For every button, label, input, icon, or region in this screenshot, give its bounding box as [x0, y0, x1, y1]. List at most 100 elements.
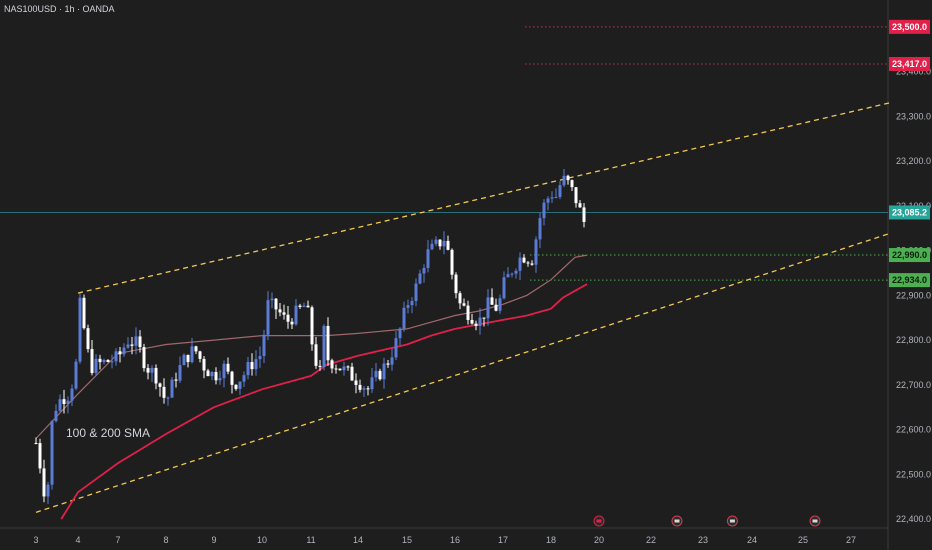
- candle-body-13[interactable]: [86, 328, 90, 350]
- candle-body-9[interactable]: [70, 388, 74, 401]
- sma200-line[interactable]: [60, 283, 588, 520]
- candle-body-119[interactable]: [510, 273, 514, 275]
- candle-body-100[interactable]: [434, 239, 438, 244]
- candle-body-123[interactable]: [526, 262, 530, 264]
- candle-body-42[interactable]: [202, 358, 206, 371]
- candle-body-102[interactable]: [442, 240, 446, 247]
- candle-body-12[interactable]: [82, 297, 86, 329]
- candle-body-53[interactable]: [246, 362, 250, 376]
- candle-body-5[interactable]: [54, 410, 58, 422]
- candle-body-78[interactable]: [346, 366, 350, 368]
- candle-body-114[interactable]: [490, 297, 494, 305]
- candle-body-71[interactable]: [318, 365, 322, 368]
- candle-body-45[interactable]: [214, 372, 218, 381]
- candle-body-76[interactable]: [338, 368, 342, 371]
- candle-body-39[interactable]: [190, 346, 194, 363]
- candle-body-115[interactable]: [494, 304, 498, 311]
- candle-body-20[interactable]: [114, 351, 118, 362]
- candle-body-0[interactable]: [34, 442, 38, 444]
- candle-body-137[interactable]: [582, 207, 586, 222]
- candle-body-93[interactable]: [406, 305, 410, 308]
- candle-body-128[interactable]: [546, 198, 550, 203]
- candle-body-49[interactable]: [230, 371, 234, 385]
- candle-body-36[interactable]: [178, 365, 182, 381]
- candle-body-94[interactable]: [410, 301, 414, 306]
- candle-body-57[interactable]: [262, 334, 266, 357]
- candle-body-65[interactable]: [294, 305, 298, 325]
- candle-body-92[interactable]: [402, 307, 406, 329]
- candle-body-80[interactable]: [354, 380, 358, 385]
- candle-body-27[interactable]: [142, 347, 146, 369]
- candle-body-43[interactable]: [206, 370, 210, 377]
- candle-body-74[interactable]: [330, 360, 334, 369]
- candle-body-77[interactable]: [342, 366, 346, 371]
- candle-body-48[interactable]: [226, 363, 230, 372]
- candle-body-111[interactable]: [478, 317, 482, 327]
- candle-body-60[interactable]: [274, 298, 278, 310]
- candle-body-18[interactable]: [106, 359, 110, 362]
- candle-body-50[interactable]: [234, 384, 238, 389]
- candle-body-107[interactable]: [462, 303, 466, 306]
- candle-body-51[interactable]: [238, 381, 242, 389]
- channel-upper-line[interactable]: [77, 101, 892, 294]
- candle-body-10[interactable]: [74, 361, 78, 389]
- candle-body-113[interactable]: [486, 297, 490, 319]
- candle-body-103[interactable]: [446, 240, 450, 250]
- candle-body-110[interactable]: [474, 323, 478, 327]
- candle-body-108[interactable]: [466, 305, 470, 320]
- candle-body-64[interactable]: [290, 321, 294, 325]
- candle-body-41[interactable]: [198, 351, 202, 359]
- candle-body-75[interactable]: [334, 368, 338, 370]
- candle-body-54[interactable]: [250, 362, 254, 370]
- candle-body-84[interactable]: [370, 377, 374, 390]
- candle-body-131[interactable]: [558, 185, 562, 197]
- candle-body-24[interactable]: [130, 344, 134, 346]
- candle-body-125[interactable]: [534, 239, 538, 265]
- candle-body-127[interactable]: [542, 202, 546, 219]
- candle-body-98[interactable]: [426, 249, 430, 269]
- candle-body-120[interactable]: [514, 270, 518, 274]
- candle-body-90[interactable]: [394, 338, 398, 358]
- candle-body-87[interactable]: [382, 363, 386, 380]
- candle-body-69[interactable]: [310, 307, 314, 345]
- candle-body-72[interactable]: [322, 325, 326, 368]
- candle-body-116[interactable]: [498, 298, 502, 311]
- candle-body-26[interactable]: [138, 336, 142, 348]
- candle-body-33[interactable]: [166, 397, 170, 399]
- candle-body-32[interactable]: [162, 386, 166, 398]
- candle-body-1[interactable]: [38, 443, 42, 469]
- candle-body-130[interactable]: [554, 196, 558, 198]
- candle-body-101[interactable]: [438, 239, 442, 247]
- candle-body-97[interactable]: [422, 268, 426, 274]
- candle-body-122[interactable]: [522, 257, 526, 263]
- candle-body-59[interactable]: [270, 298, 274, 301]
- candle-body-34[interactable]: [170, 379, 174, 398]
- candle-body-91[interactable]: [398, 328, 402, 339]
- candle-body-105[interactable]: [454, 274, 458, 294]
- candle-body-15[interactable]: [94, 358, 98, 374]
- candle-body-30[interactable]: [154, 367, 158, 384]
- candle-body-46[interactable]: [218, 378, 222, 381]
- candle-body-21[interactable]: [118, 351, 122, 355]
- candle-body-118[interactable]: [506, 274, 510, 278]
- candle-body-3[interactable]: [46, 484, 50, 497]
- candle-body-16[interactable]: [98, 358, 102, 363]
- candle-body-6[interactable]: [58, 399, 62, 411]
- candle-body-96[interactable]: [418, 273, 422, 284]
- candle-body-135[interactable]: [574, 187, 578, 204]
- candle-body-19[interactable]: [110, 361, 114, 363]
- candle-body-132[interactable]: [562, 175, 566, 186]
- candle-body-8[interactable]: [66, 400, 70, 404]
- candle-body-109[interactable]: [470, 319, 474, 324]
- candle-body-89[interactable]: [390, 357, 394, 365]
- candle-body-44[interactable]: [210, 372, 214, 377]
- channel-lower-line[interactable]: [35, 232, 892, 513]
- candle-body-99[interactable]: [430, 243, 434, 250]
- candle-body-22[interactable]: [122, 347, 126, 355]
- candle-body-23[interactable]: [126, 344, 130, 348]
- candle-body-134[interactable]: [570, 180, 574, 188]
- candle-body-40[interactable]: [194, 346, 198, 352]
- candle-body-124[interactable]: [530, 263, 534, 265]
- candle-body-14[interactable]: [90, 349, 94, 374]
- candle-body-11[interactable]: [78, 297, 82, 362]
